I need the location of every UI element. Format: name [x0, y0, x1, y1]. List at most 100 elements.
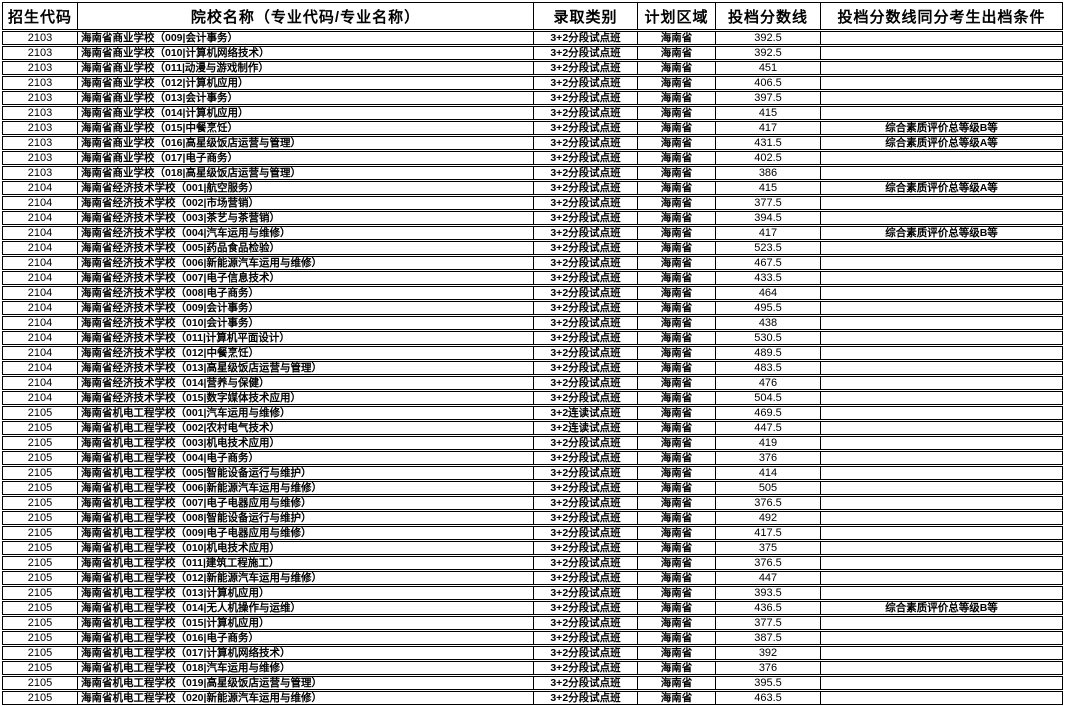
- cell-category: 3+2分段试点班: [533, 136, 637, 150]
- table-row: 2104 海南省经济技术学校（013|高星级饭店运营与管理） 3+2分段试点班 海南省…: [2, 361, 1063, 375]
- table-row: 2104 海南省经济技术学校（002|市场营销） 3+2分段试点班 海南省 377.5: [2, 196, 1063, 210]
- cell-condition: 综合素质评价总等级A等: [820, 181, 1063, 195]
- cell-score: 386: [715, 166, 820, 180]
- table-row: 2105 海南省机电工程学校（006|新能源汽车运用与维修） 3+2分段试点班 海南省…: [2, 481, 1063, 495]
- cell-name: 海南省商业学校（016|高星级饭店运营与管理）: [77, 136, 533, 150]
- table-row: 2105 海南省机电工程学校（020|新能源汽车运用与维修） 3+2分段试点班 海南省…: [2, 691, 1063, 705]
- cell-condition: [820, 436, 1063, 450]
- cell-score: 417: [715, 226, 820, 240]
- cell-code: 2105: [2, 481, 77, 495]
- cell-score: 376: [715, 661, 820, 675]
- cell-name: 海南省商业学校（012|计算机应用）: [77, 76, 533, 90]
- cell-region: 海南省: [637, 616, 715, 630]
- cell-category: 3+2分段试点班: [533, 466, 637, 480]
- cell-category: 3+2分段试点班: [533, 106, 637, 120]
- cell-name: 海南省经济技术学校（013|高星级饭店运营与管理）: [77, 361, 533, 375]
- cell-region: 海南省: [637, 601, 715, 615]
- cell-score: 476: [715, 376, 820, 390]
- cell-name: 海南省经济技术学校（006|新能源汽车运用与维修）: [77, 256, 533, 270]
- cell-condition: [820, 151, 1063, 165]
- cell-category: 3+2分段试点班: [533, 301, 637, 315]
- cell-code: 2105: [2, 466, 77, 480]
- cell-condition: 综合素质评价总等级B等: [820, 121, 1063, 135]
- cell-score: 431.5: [715, 136, 820, 150]
- cell-code: 2104: [2, 346, 77, 360]
- cell-condition: [820, 346, 1063, 360]
- cell-code: 2103: [2, 136, 77, 150]
- cell-code: 2105: [2, 436, 77, 450]
- cell-category: 3+2分段试点班: [533, 511, 637, 525]
- cell-name: 海南省机电工程学校（008|智能设备运行与维护）: [77, 511, 533, 525]
- cell-region: 海南省: [637, 556, 715, 570]
- cell-score: 387.5: [715, 631, 820, 645]
- cell-name: 海南省机电工程学校（001|汽车运用与维修）: [77, 406, 533, 420]
- cell-code: 2105: [2, 691, 77, 705]
- cell-name: 海南省机电工程学校（015|计算机应用）: [77, 616, 533, 630]
- column-header-region: 计划区域: [637, 2, 715, 30]
- cell-code: 2104: [2, 211, 77, 225]
- cell-name: 海南省经济技术学校（015|数字媒体技术应用）: [77, 391, 533, 405]
- cell-region: 海南省: [637, 61, 715, 75]
- cell-name: 海南省机电工程学校（014|无人机操作与运维）: [77, 601, 533, 615]
- cell-code: 2104: [2, 271, 77, 285]
- table-row: 2105 海南省机电工程学校（013|计算机应用） 3+2分段试点班 海南省 393.5: [2, 586, 1063, 600]
- table-row: 2105 海南省机电工程学校（016|电子商务） 3+2分段试点班 海南省 387.5: [2, 631, 1063, 645]
- cell-name: 海南省商业学校（017|电子商务）: [77, 151, 533, 165]
- table-body: 2103 海南省商业学校（009|会计事务） 3+2分段试点班 海南省 392.5 210…: [2, 31, 1063, 705]
- cell-region: 海南省: [637, 196, 715, 210]
- cell-category: 3+2分段试点班: [533, 196, 637, 210]
- cell-code: 2104: [2, 256, 77, 270]
- table-row: 2105 海南省机电工程学校（008|智能设备运行与维护） 3+2分段试点班 海南省 4…: [2, 511, 1063, 525]
- cell-condition: [820, 31, 1063, 45]
- cell-code: 2105: [2, 496, 77, 510]
- cell-region: 海南省: [637, 106, 715, 120]
- cell-condition: [820, 406, 1063, 420]
- cell-condition: [820, 526, 1063, 540]
- cell-category: 3+2分段试点班: [533, 361, 637, 375]
- cell-code: 2103: [2, 76, 77, 90]
- cell-category: 3+2分段试点班: [533, 571, 637, 585]
- cell-condition: [820, 586, 1063, 600]
- cell-code: 2103: [2, 91, 77, 105]
- cell-region: 海南省: [637, 646, 715, 660]
- cell-condition: 综合素质评价总等级A等: [820, 136, 1063, 150]
- cell-code: 2105: [2, 421, 77, 435]
- cell-category: 3+2分段试点班: [533, 346, 637, 360]
- cell-region: 海南省: [637, 346, 715, 360]
- column-header-condition: 投档分数线同分考生出档条件: [820, 2, 1063, 30]
- cell-region: 海南省: [637, 661, 715, 675]
- cell-category: 3+2分段试点班: [533, 31, 637, 45]
- cell-condition: [820, 376, 1063, 390]
- cell-name: 海南省机电工程学校（004|电子商务）: [77, 451, 533, 465]
- cell-region: 海南省: [637, 151, 715, 165]
- cell-code: 2103: [2, 121, 77, 135]
- cell-name: 海南省机电工程学校（018|汽车运用与维修）: [77, 661, 533, 675]
- column-header-score: 投档分数线: [715, 2, 820, 30]
- cell-region: 海南省: [637, 166, 715, 180]
- cell-region: 海南省: [637, 421, 715, 435]
- cell-name: 海南省经济技术学校（011|计算机平面设计）: [77, 331, 533, 345]
- cell-score: 495.5: [715, 301, 820, 315]
- cell-condition: [820, 76, 1063, 90]
- cell-category: 3+2分段试点班: [533, 91, 637, 105]
- table-row: 2103 海南省商业学校（010|计算机网络技术） 3+2分段试点班 海南省 392.5: [2, 46, 1063, 60]
- cell-region: 海南省: [637, 46, 715, 60]
- table-row: 2105 海南省机电工程学校（011|建筑工程施工） 3+2分段试点班 海南省 376.…: [2, 556, 1063, 570]
- cell-category: 3+2分段试点班: [533, 121, 637, 135]
- cell-category: 3+2分段试点班: [533, 541, 637, 555]
- cell-score: 392: [715, 646, 820, 660]
- cell-region: 海南省: [637, 691, 715, 705]
- table-row: 2103 海南省商业学校（015|中餐烹饪） 3+2分段试点班 海南省 417 综合素质评…: [2, 121, 1063, 135]
- cell-score: 376.5: [715, 496, 820, 510]
- cell-score: 417: [715, 121, 820, 135]
- cell-score: 417.5: [715, 526, 820, 540]
- cell-region: 海南省: [637, 256, 715, 270]
- cell-region: 海南省: [637, 91, 715, 105]
- table-row: 2105 海南省机电工程学校（010|机电技术应用） 3+2分段试点班 海南省 375: [2, 541, 1063, 555]
- cell-category: 3+2分段试点班: [533, 181, 637, 195]
- table-row: 2103 海南省商业学校（014|计算机应用） 3+2分段试点班 海南省 415: [2, 106, 1063, 120]
- cell-score: 392.5: [715, 46, 820, 60]
- cell-score: 394.5: [715, 211, 820, 225]
- cell-score: 433.5: [715, 271, 820, 285]
